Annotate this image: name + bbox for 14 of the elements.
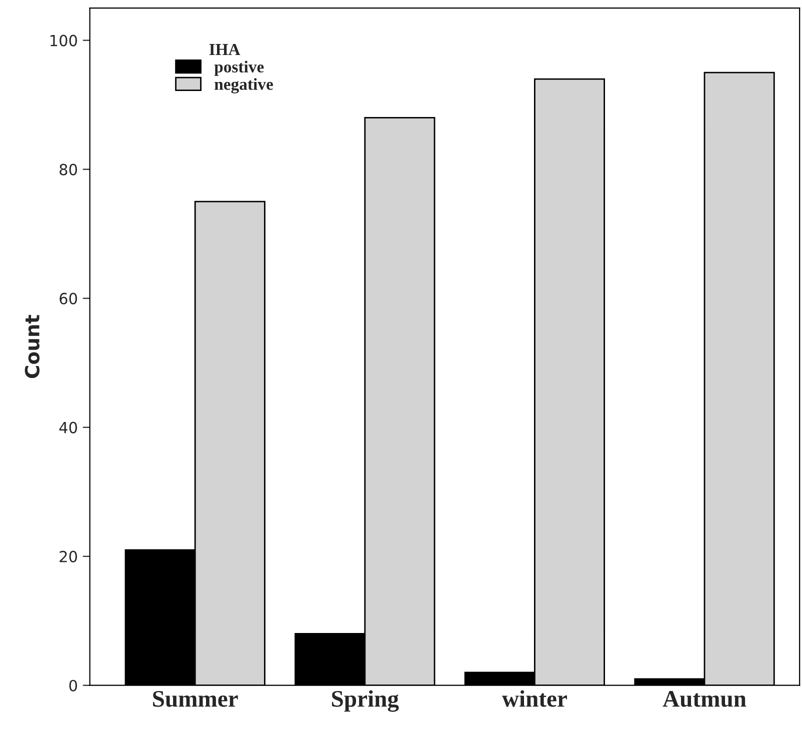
x-tick-label: Autmun xyxy=(662,691,746,707)
x-tick-label: winter xyxy=(502,690,567,707)
y-tick-label: 80 xyxy=(60,164,78,176)
y-tick-label: 60 xyxy=(60,292,78,304)
y-tick-label: 20 xyxy=(60,550,78,562)
x-tick-label: Summer xyxy=(153,690,238,707)
legend-label: negative xyxy=(214,78,273,94)
legend-label: postive xyxy=(214,60,264,76)
y-tick-label: 40 xyxy=(59,422,78,434)
y-tick-label: 100 xyxy=(50,34,78,46)
y-tick-label: 0 xyxy=(69,680,78,692)
y-axis-title: Count xyxy=(24,314,40,378)
x-tick-label: Spring xyxy=(332,690,399,712)
legend-title: IHA xyxy=(209,44,240,55)
